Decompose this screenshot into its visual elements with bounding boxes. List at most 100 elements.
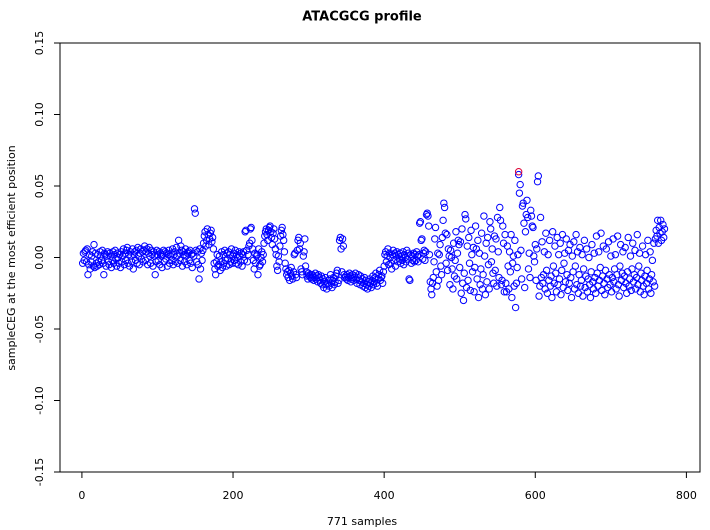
data-point	[280, 248, 289, 256]
data-point	[557, 290, 565, 299]
data-point	[590, 249, 598, 257]
data-point	[660, 225, 669, 233]
data-point	[448, 265, 456, 273]
data-point	[299, 252, 308, 260]
data-point	[458, 225, 466, 233]
data-point	[520, 283, 529, 292]
data-point	[607, 252, 615, 260]
data-point	[486, 218, 494, 226]
data-point	[440, 203, 449, 212]
data-point	[577, 276, 586, 285]
data-point	[479, 270, 487, 279]
data-point	[579, 265, 588, 273]
data-point	[416, 218, 425, 226]
y-tick-label: 0.15	[33, 31, 46, 56]
x-tick-label: 600	[525, 489, 546, 502]
data-point	[509, 252, 518, 260]
data-point	[244, 250, 252, 259]
data-point	[507, 230, 515, 239]
data-point	[556, 239, 564, 247]
data-point	[621, 243, 629, 252]
data-point	[508, 259, 517, 267]
data-point	[107, 263, 116, 272]
data-point	[273, 262, 281, 270]
data-point	[457, 289, 465, 297]
data-point	[443, 266, 452, 275]
data-point	[100, 270, 108, 279]
data-point	[129, 265, 137, 273]
data-point	[543, 289, 552, 297]
data-point	[446, 246, 455, 255]
data-point	[424, 212, 432, 220]
data-point	[207, 226, 215, 235]
data-point	[638, 242, 647, 250]
data-point	[81, 246, 90, 255]
data-point	[644, 285, 653, 293]
data-point	[480, 212, 488, 220]
data-point	[573, 280, 581, 289]
data-point	[551, 269, 560, 277]
data-point	[195, 275, 203, 283]
data-point	[485, 285, 493, 293]
data-point	[644, 236, 652, 245]
data-point	[451, 256, 459, 265]
data-point	[529, 223, 537, 232]
data-point	[435, 250, 444, 259]
data-point	[544, 250, 552, 259]
data-point	[634, 280, 642, 289]
data-point	[449, 285, 457, 293]
data-point	[436, 240, 444, 249]
y-tick-label: -0.15	[33, 458, 46, 486]
data-point	[521, 228, 530, 236]
y-tick-label: -0.05	[33, 315, 46, 343]
data-point	[301, 262, 310, 270]
data-point	[378, 272, 386, 280]
data-point	[208, 238, 216, 246]
data-point	[518, 202, 527, 210]
data-point	[474, 236, 482, 245]
data-point	[561, 278, 570, 286]
data-point	[461, 210, 469, 219]
data-point	[530, 252, 538, 260]
data-point	[523, 196, 531, 205]
data-point	[501, 230, 509, 239]
data-point	[273, 266, 282, 275]
data-point	[430, 258, 438, 266]
data-point	[492, 235, 500, 243]
data-point	[120, 260, 128, 269]
data-point	[428, 290, 436, 299]
data-point	[653, 216, 662, 225]
data-point	[603, 275, 611, 283]
data-point	[425, 222, 433, 230]
data-point	[535, 292, 543, 300]
data-point	[646, 248, 654, 256]
data-point	[339, 242, 348, 250]
data-point	[259, 250, 267, 259]
data-point	[276, 242, 284, 250]
data-point	[635, 262, 643, 270]
data-point	[95, 260, 103, 269]
data-point	[582, 245, 591, 253]
data-point	[657, 216, 665, 225]
data-point	[460, 269, 468, 277]
data-point	[332, 269, 341, 277]
y-tick-label: -0.10	[33, 386, 46, 414]
data-point	[464, 276, 472, 285]
data-point	[601, 290, 609, 299]
data-point	[410, 258, 419, 266]
data-point	[548, 293, 556, 302]
data-point	[442, 259, 450, 267]
data-point	[423, 209, 431, 217]
data-point	[511, 236, 519, 245]
data-point	[616, 262, 624, 270]
data-point	[491, 266, 499, 275]
data-point	[548, 228, 557, 236]
data-point	[530, 258, 539, 266]
data-point	[287, 263, 295, 272]
data-point	[517, 246, 525, 255]
data-point	[629, 239, 637, 247]
data-point	[465, 233, 473, 242]
data-point	[90, 240, 98, 249]
data-point	[583, 288, 592, 296]
